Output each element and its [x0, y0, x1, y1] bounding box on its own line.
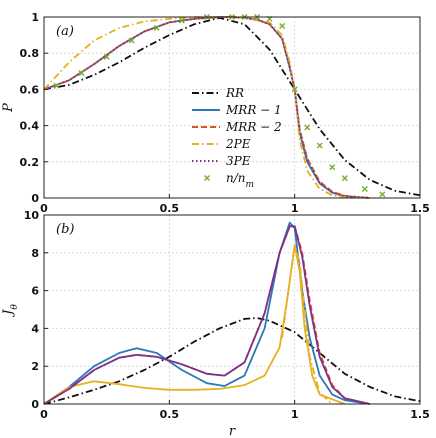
x-tick-label: 0 [40, 202, 48, 215]
y-tick-label: 0.8 [20, 47, 40, 60]
x-tick-label: 1 [291, 408, 299, 421]
x-tick-label: 0.5 [160, 202, 180, 215]
y-tick-label: 10 [24, 209, 40, 222]
y-tick-label: 0.6 [20, 83, 40, 96]
marker-n-n-m [178, 17, 185, 24]
y-axis-label: Jθ [1, 304, 20, 318]
x-tick-label: 0 [40, 408, 48, 421]
legend-label-2pe: 2PE [225, 137, 251, 151]
panel-b: 0 0.5 1 1.5 0 2 4 6 8 10 (b) Jθ r [1, 209, 430, 438]
legend: RR MRR − 1 MRR − 2 2PE 3PE n/nm [192, 86, 282, 190]
marker-n-n-m [103, 53, 110, 60]
x-tick-label: 1 [291, 202, 299, 215]
legend-label-rr: RR [225, 86, 244, 100]
marker-n-n-m [291, 86, 298, 93]
legend-swatch-n-n-m [204, 175, 210, 181]
panel-label: (a) [56, 24, 74, 39]
series-line-3pe [43, 225, 371, 405]
y-tick-label: 0 [31, 192, 39, 205]
y-tick-label: 0 [31, 398, 39, 411]
y-tick-label: 2 [31, 360, 39, 373]
series-line-3pe [43, 16, 370, 199]
series-line-rr [43, 317, 421, 405]
panel-a: 0 0.5 1 1.5 0 0.2 0.4 0.6 0.8 1 (a) P [1, 11, 430, 215]
x-tick-label: 1.5 [410, 202, 430, 215]
marker-n-n-m [53, 82, 60, 89]
panel-label: (b) [56, 222, 74, 237]
legend-label-3pe: 3PE [226, 154, 251, 168]
marker-n-n-m [361, 185, 368, 192]
marker-n-n-m [329, 164, 336, 171]
series-line-mrr-1 [43, 221, 371, 405]
legend-label-n-n-m: n/nm [226, 171, 254, 190]
y-tick-label: 1 [31, 11, 39, 24]
marker-n-n-m [78, 70, 85, 77]
y-axis-label: P [1, 103, 16, 113]
y-tick-label: 6 [31, 285, 39, 298]
legend-label-mrr-2: MRR − 2 [225, 120, 282, 134]
y-tick-label: 4 [31, 322, 39, 335]
legend-label-mrr-1: MRR − 1 [225, 103, 282, 117]
marker-n-n-m [341, 175, 348, 182]
x-tick-label: 1.5 [410, 408, 430, 421]
marker-n-n-m [316, 142, 323, 149]
marker-n-n-m [279, 23, 286, 30]
marker-n-n-m [379, 191, 386, 198]
series-line-2pe [43, 244, 346, 405]
marker-n-n-m [304, 124, 311, 131]
marker-n-n-m [128, 37, 135, 44]
series-line-2pe-dashed [281, 244, 333, 405]
series-line-mrr-2 [43, 16, 370, 199]
series-line-rr [43, 16, 421, 197]
y-tick-label: 8 [31, 247, 39, 260]
x-tick-label: 0.5 [160, 408, 180, 421]
series-line-2pe [43, 16, 370, 199]
y-tick-label: 0.2 [20, 156, 40, 169]
plot-frame [43, 16, 421, 199]
plot-frame [43, 214, 421, 405]
marker-n-n-m [153, 24, 160, 31]
series-line-mrr-1 [43, 16, 370, 199]
x-axis-label: r [229, 424, 236, 438]
y-tick-label: 0.4 [20, 120, 40, 133]
